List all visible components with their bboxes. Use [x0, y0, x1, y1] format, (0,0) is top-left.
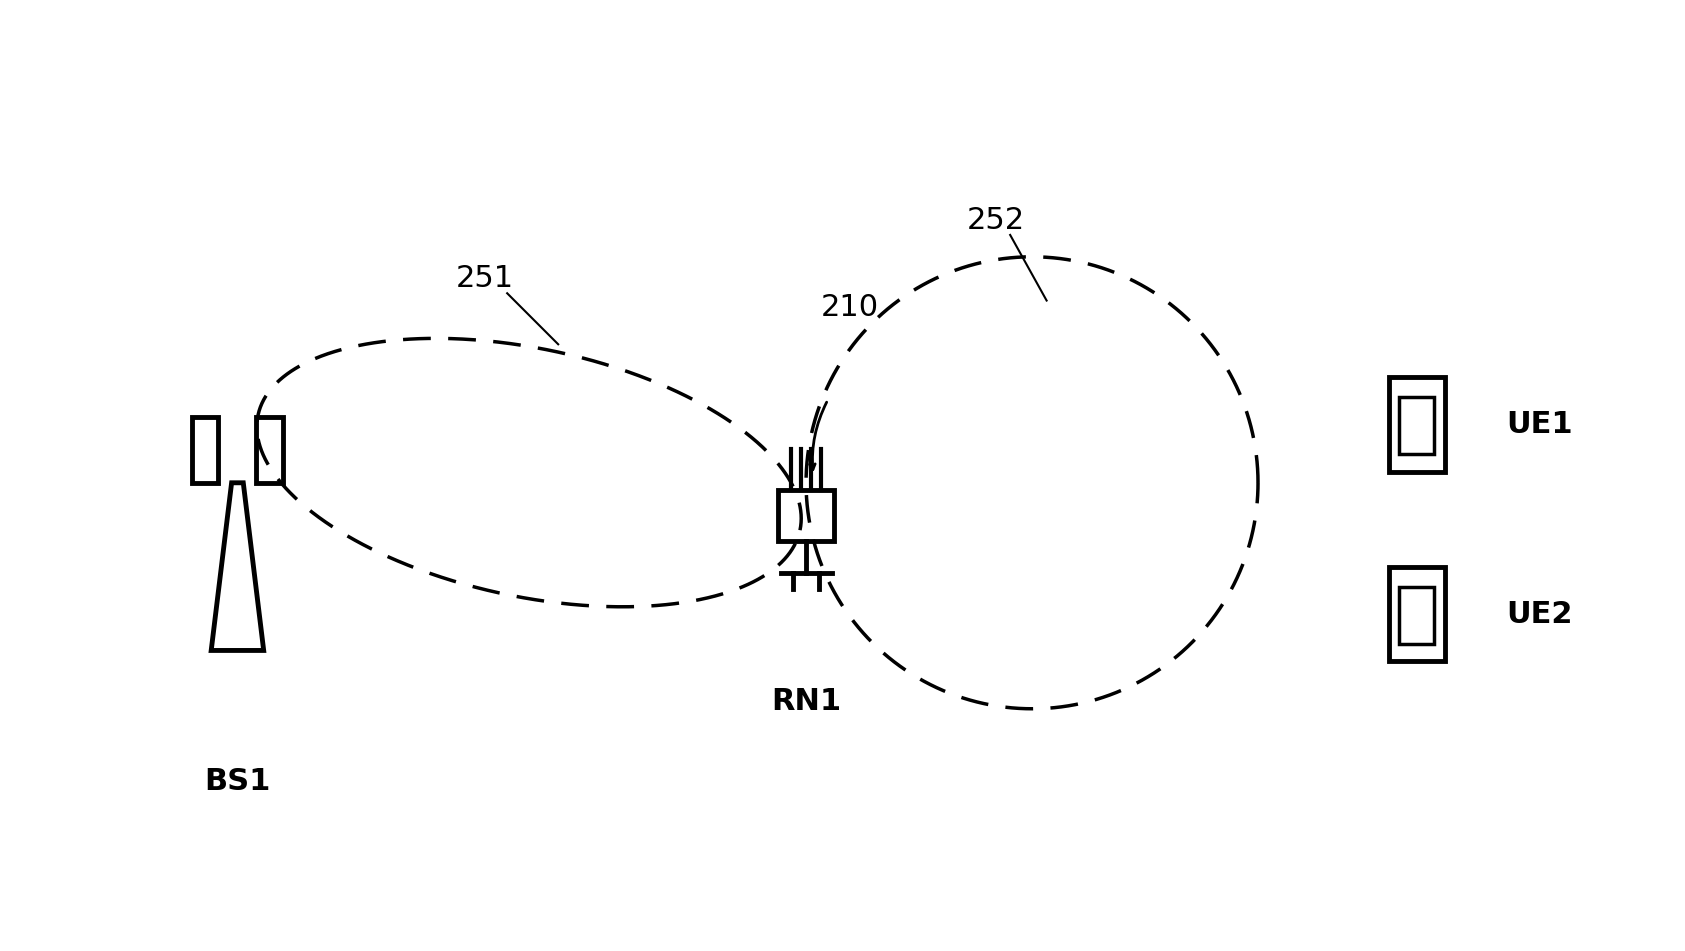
- FancyBboxPatch shape: [256, 417, 283, 483]
- FancyBboxPatch shape: [1400, 587, 1434, 644]
- FancyBboxPatch shape: [778, 490, 834, 541]
- FancyBboxPatch shape: [1388, 378, 1444, 472]
- Text: 251: 251: [457, 264, 514, 293]
- FancyBboxPatch shape: [1400, 398, 1434, 455]
- Text: UE1: UE1: [1506, 410, 1572, 439]
- Text: BS1: BS1: [204, 767, 271, 796]
- FancyBboxPatch shape: [192, 417, 219, 483]
- FancyBboxPatch shape: [1388, 567, 1444, 661]
- Text: RN1: RN1: [772, 687, 841, 716]
- Text: 252: 252: [967, 206, 1024, 235]
- Polygon shape: [211, 483, 263, 650]
- Text: UE2: UE2: [1506, 599, 1572, 629]
- Text: 210: 210: [821, 294, 880, 322]
